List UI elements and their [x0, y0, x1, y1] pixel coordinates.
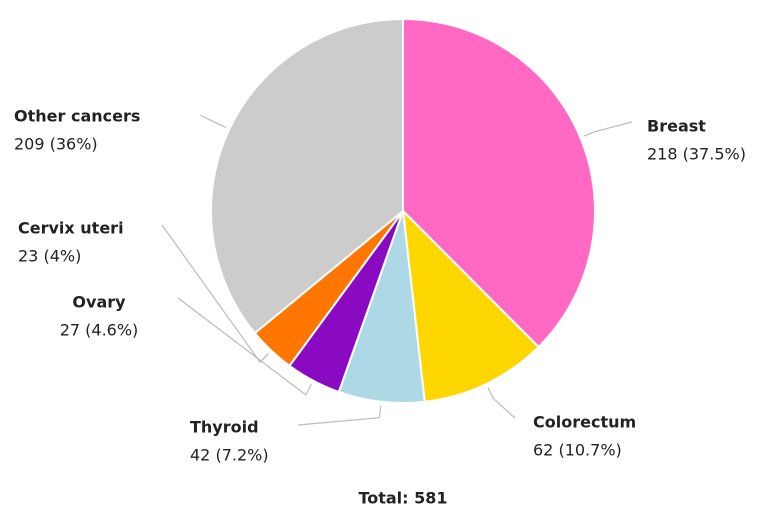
slice-name: Other cancers — [14, 107, 140, 126]
slice-name: Colorectum — [533, 413, 636, 432]
slice-value-label: 42 (7.2%) — [190, 446, 269, 465]
leader-line — [199, 114, 226, 128]
pie-slice — [210, 17, 404, 335]
leader-line — [487, 387, 516, 419]
slice-name: Ovary — [72, 293, 126, 312]
slice-value-label: 62 (10.7%) — [533, 441, 622, 460]
leader-line — [297, 405, 382, 426]
slice-value-label: 209 (36%) — [14, 135, 98, 154]
slice-value-label: 27 (4.6%) — [60, 321, 139, 340]
leader-line — [177, 297, 312, 396]
pie-slice — [401, 208, 540, 403]
pie-slice — [402, 17, 596, 349]
slice-value-label: 23 (4%) — [18, 247, 81, 266]
slice-value-label: 218 (37.5%) — [647, 145, 746, 164]
slice-name: Breast — [647, 117, 706, 136]
slice-name: Cervix uteri — [18, 219, 124, 238]
leader-line — [161, 224, 269, 364]
slice-name: Thyroid — [190, 418, 259, 437]
total-label: Total: 581 — [358, 489, 447, 508]
leader-line — [583, 121, 633, 137]
